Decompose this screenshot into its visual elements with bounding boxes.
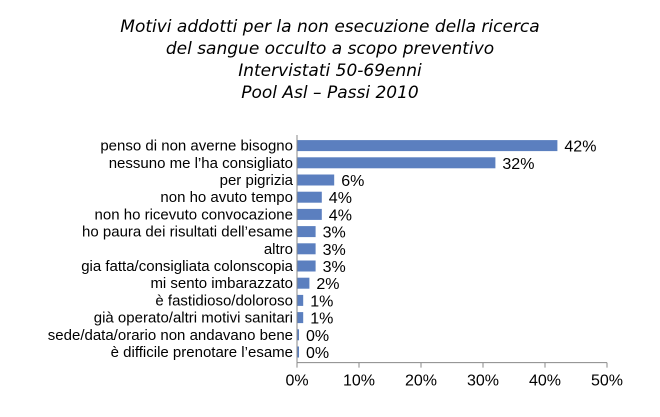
category-label-0: penso di non averne bisogno: [100, 138, 293, 155]
value-label-9: 1%: [310, 293, 333, 310]
value-label-0: 42%: [564, 139, 596, 156]
value-label-11: 0%: [306, 328, 329, 345]
category-label-10: già operato/altri motivi sanitari: [94, 310, 293, 327]
chart-title-line-1: Motivi addotti per la non esecuzione del…: [120, 17, 540, 37]
category-label-11: sede/data/orario non andavano bene: [48, 327, 293, 344]
bar-3: [297, 191, 322, 203]
value-label-8: 2%: [316, 276, 339, 293]
value-label-5: 3%: [323, 225, 346, 242]
x-tick-label-5: 50%: [591, 373, 623, 390]
category-label-9: è fastidioso/doloroso: [155, 292, 293, 309]
value-label-12: 0%: [306, 345, 329, 362]
category-label-12: è difficile prenotare l’esame: [111, 344, 293, 361]
value-label-2: 6%: [341, 173, 364, 190]
category-label-4: non ho ricevuto convocazione: [95, 206, 293, 223]
chart-title-line-4: Pool Asl – Passi 2010: [241, 83, 419, 103]
category-label-1: nessuno me l’ha consigliato: [109, 155, 293, 172]
x-tick-label-4: 40%: [529, 373, 561, 390]
value-label-1: 32%: [502, 156, 534, 173]
bar-4: [297, 208, 322, 220]
chart-title: Motivi addotti per la non esecuzione del…: [0, 16, 660, 104]
category-label-6: altro: [264, 241, 293, 258]
bar-8: [297, 277, 310, 289]
bar-11: [297, 329, 299, 341]
value-label-7: 3%: [323, 259, 346, 276]
value-label-10: 1%: [310, 311, 333, 328]
bar-6: [297, 243, 316, 255]
bar-7: [297, 260, 316, 272]
x-tick-label-2: 20%: [405, 373, 437, 390]
chart-title-line-3: Intervistati 50-69enni: [238, 61, 422, 81]
category-label-3: non ho avuto tempo: [160, 189, 293, 206]
category-label-5: ho paura dei risultati dell’esame: [82, 224, 293, 241]
x-tick-label-0: 0%: [285, 373, 308, 390]
x-tick-label-3: 30%: [467, 373, 499, 390]
bar-2: [297, 174, 335, 186]
value-label-3: 4%: [329, 190, 352, 207]
bar-10: [297, 312, 304, 324]
bar-0: [297, 140, 558, 152]
value-label-6: 3%: [323, 242, 346, 259]
category-label-2: per pigrizia: [220, 172, 294, 189]
bar-1: [297, 157, 496, 169]
plot-area: penso di non averne bisogno 42% nessuno me…: [48, 135, 623, 390]
value-label-4: 4%: [329, 207, 352, 224]
category-label-7: gia fatta/consigliata colonscopia: [81, 258, 293, 275]
bar-12: [297, 346, 299, 358]
bar-5: [297, 226, 316, 238]
category-label-8: mi sento imbarazzato: [150, 275, 293, 292]
bar-9: [297, 294, 304, 306]
x-tick-label-1: 10%: [343, 373, 375, 390]
chart-title-line-2: del sangue occulto a scopo preventivo: [165, 39, 495, 59]
